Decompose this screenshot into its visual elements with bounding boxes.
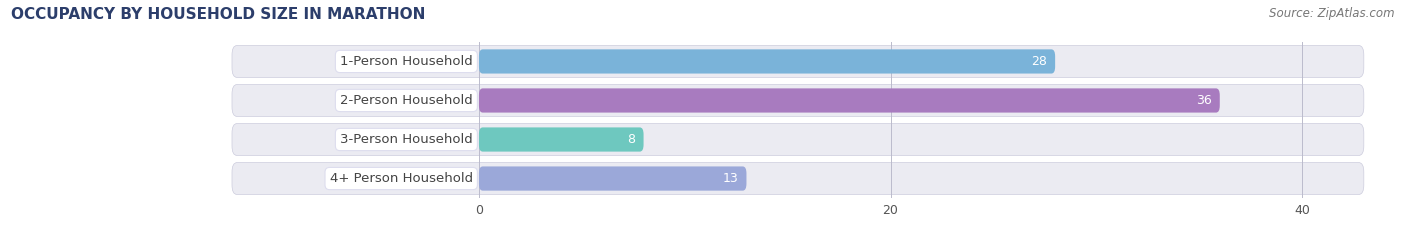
FancyBboxPatch shape (232, 45, 1364, 77)
Text: 8: 8 (627, 133, 636, 146)
FancyBboxPatch shape (479, 166, 747, 191)
Text: OCCUPANCY BY HOUSEHOLD SIZE IN MARATHON: OCCUPANCY BY HOUSEHOLD SIZE IN MARATHON (11, 7, 426, 22)
FancyBboxPatch shape (479, 88, 1220, 113)
Text: 1-Person Household: 1-Person Household (340, 55, 472, 68)
Text: 2-Person Household: 2-Person Household (340, 94, 472, 107)
Text: 36: 36 (1195, 94, 1212, 107)
Text: 13: 13 (723, 172, 738, 185)
Text: 3-Person Household: 3-Person Household (340, 133, 472, 146)
Text: 28: 28 (1031, 55, 1047, 68)
FancyBboxPatch shape (232, 123, 1364, 155)
Text: Source: ZipAtlas.com: Source: ZipAtlas.com (1270, 7, 1395, 20)
FancyBboxPatch shape (479, 127, 644, 152)
FancyBboxPatch shape (232, 85, 1364, 116)
FancyBboxPatch shape (479, 49, 1054, 74)
FancyBboxPatch shape (232, 163, 1364, 195)
Text: 4+ Person Household: 4+ Person Household (329, 172, 472, 185)
